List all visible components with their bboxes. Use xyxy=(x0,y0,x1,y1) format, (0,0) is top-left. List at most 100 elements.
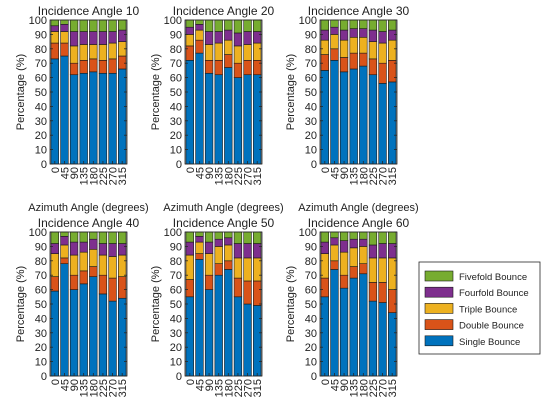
bar-segment-double-bounce xyxy=(204,60,214,74)
bar-segment-triple-bounce xyxy=(60,31,69,44)
bar-segment-single-bounce xyxy=(224,269,233,377)
bar-segment-single-bounce xyxy=(253,74,262,165)
bar-segment-double-bounce xyxy=(349,52,358,70)
y-tick-label: 50 xyxy=(35,299,47,311)
bar-segment-triple-bounce xyxy=(118,254,127,277)
bar-segment-fivefold-bounce xyxy=(214,19,223,32)
y-tick-label: 40 xyxy=(170,101,182,113)
y-tick-label: 0 xyxy=(176,159,182,171)
y-tick-label: 30 xyxy=(170,328,182,340)
bar-segment-single-bounce xyxy=(388,81,397,165)
bar-segment-triple-bounce xyxy=(50,253,59,277)
bar-segment-fourfold-bounce xyxy=(224,29,233,41)
bar-segment-single-bounce xyxy=(330,60,339,165)
y-tick-label: 80 xyxy=(305,256,317,268)
bar-segment-single-bounce xyxy=(378,302,387,377)
bar-segment-fivefold-bounce xyxy=(118,231,127,244)
bar-segment-fivefold-bounce xyxy=(69,19,79,32)
y-tick-label: 50 xyxy=(170,87,182,99)
bar-segment-fourfold-bounce xyxy=(214,31,223,44)
bar-segment-fourfold-bounce xyxy=(339,240,349,253)
x-tick-label: 315 xyxy=(387,167,399,185)
bar-segment-fivefold-bounce xyxy=(224,231,233,239)
x-tick-label: 90 xyxy=(69,379,81,391)
bar-segment-fivefold-bounce xyxy=(50,231,59,244)
bar-segment-fourfold-bounce xyxy=(233,32,243,47)
y-tick-label: 0 xyxy=(311,371,317,383)
bar-segment-single-bounce xyxy=(69,74,79,165)
x-tick-label: 90 xyxy=(204,379,216,391)
y-tick-label: 90 xyxy=(35,29,47,41)
bar-segment-fourfold-bounce xyxy=(118,29,127,42)
x-tick-label: 45 xyxy=(59,167,71,179)
bar-segment-single-bounce xyxy=(195,52,204,165)
bar-segment-fivefold-bounce xyxy=(349,231,358,240)
bar-segment-fivefold-bounce xyxy=(195,231,204,237)
y-tick-label: 20 xyxy=(35,342,47,354)
bar-segment-fourfold-bounce xyxy=(388,29,397,41)
bar-segment-double-bounce xyxy=(60,257,69,264)
y-tick-label: 70 xyxy=(170,270,182,282)
x-tick-label: 45 xyxy=(194,167,206,179)
x-tick-label: 0 xyxy=(50,379,62,385)
bar-segment-fourfold-bounce xyxy=(195,24,204,31)
bar-segment-double-bounce xyxy=(243,280,252,305)
bar-segment-double-bounce xyxy=(378,282,387,303)
x-tick-label: 0 xyxy=(50,167,62,173)
x-tick-label: 225 xyxy=(368,379,380,397)
bar-segment-triple-bounce xyxy=(195,241,204,254)
bar-segment-double-bounce xyxy=(224,54,233,68)
bar-segment-single-bounce xyxy=(195,259,204,377)
bar-segment-triple-bounce xyxy=(108,256,117,279)
bar-segment-triple-bounce xyxy=(388,39,397,61)
y-tick-label: 80 xyxy=(35,256,47,268)
bar-segment-fivefold-bounce xyxy=(108,231,117,244)
x-tick-label: 225 xyxy=(98,167,110,185)
bar-segment-fourfold-bounce xyxy=(368,244,378,259)
bar-segment-triple-bounce xyxy=(79,44,88,61)
bar-segment-double-bounce xyxy=(69,274,79,290)
bar-segment-double-bounce xyxy=(233,62,243,78)
y-tick-label: 80 xyxy=(305,44,317,56)
panel-3: Incidence Angle 30 0 10 20 30 40 50 60 70 80 90 100… xyxy=(285,4,419,214)
panel-2: Incidence Angle 20 0 10 20 30 40 50 60 70 80 90 100… xyxy=(150,4,284,214)
panel-title: Incidence Angle 30 xyxy=(308,4,410,18)
bar-segment-fivefold-bounce xyxy=(195,19,204,25)
bar-segment-fivefold-bounce xyxy=(69,231,79,243)
bar-segment-single-bounce xyxy=(60,55,69,165)
bar-segment-fourfold-bounce xyxy=(233,243,243,259)
bar-segment-single-bounce xyxy=(60,263,69,377)
legend-swatch-single-bounce xyxy=(424,335,454,347)
bar-segment-fivefold-bounce xyxy=(224,19,233,31)
x-tick-label: 270 xyxy=(243,167,255,185)
bar-segment-fivefold-bounce xyxy=(233,19,243,34)
bar-segment-fivefold-bounce xyxy=(233,231,243,244)
bar-segment-double-bounce xyxy=(253,60,262,76)
bar-segment-fivefold-bounce xyxy=(118,19,127,31)
bar-segment-single-bounce xyxy=(359,273,368,377)
bar-segment-fivefold-bounce xyxy=(339,19,349,31)
bar-segment-single-bounce xyxy=(108,300,117,377)
bar-segment-fivefold-bounce xyxy=(204,19,214,32)
bar-segment-double-bounce xyxy=(108,277,117,302)
y-tick-label: 60 xyxy=(305,73,317,85)
x-tick-label: 225 xyxy=(233,167,245,185)
bar-segment-fourfold-bounce xyxy=(243,243,252,259)
bar-segment-fourfold-bounce xyxy=(98,31,108,45)
bar-segment-fourfold-bounce xyxy=(185,241,194,256)
y-tick-label: 50 xyxy=(170,299,182,311)
bar-segment-double-bounce xyxy=(339,57,349,73)
bar-segment-fourfold-bounce xyxy=(330,26,339,35)
bar-segment-double-bounce xyxy=(378,62,387,84)
y-tick-label: 30 xyxy=(305,328,317,340)
x-tick-label: 225 xyxy=(368,167,380,185)
bar-segment-triple-bounce xyxy=(339,39,349,58)
bar-segment-triple-bounce xyxy=(233,45,243,64)
bar-segment-fourfold-bounce xyxy=(118,243,127,256)
bar-segment-single-bounce xyxy=(79,283,88,377)
bar-segment-double-bounce xyxy=(108,58,117,74)
bar-segment-single-bounce xyxy=(368,300,378,377)
bar-segment-double-bounce xyxy=(320,277,329,298)
bar-segment-fourfold-bounce xyxy=(339,29,349,41)
